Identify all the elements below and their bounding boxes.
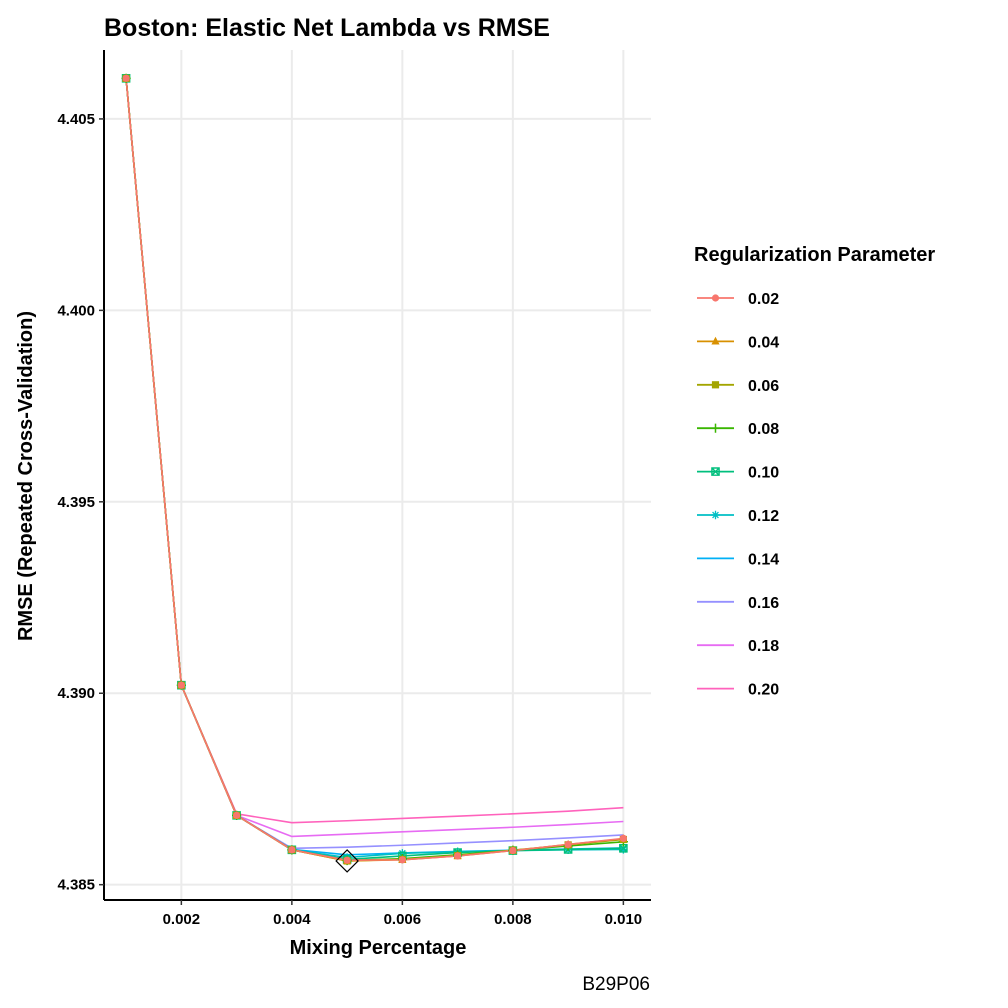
data-point-0.02	[233, 811, 241, 819]
legend-items: 0.02 0.04 0.06 0.08 0.10 0.12 0.14 0.16 0.18 0.20	[697, 291, 779, 699]
legend-item-0.06: 0.06	[697, 378, 779, 395]
legend-label: 0.02	[748, 291, 779, 308]
series-line-0.16	[125, 78, 624, 850]
series-line-0.18	[125, 78, 624, 838]
legend-item-0.04: 0.04	[697, 334, 779, 351]
legend-item-0.12: 0.12	[697, 508, 779, 525]
legend-label: 0.16	[748, 595, 779, 612]
data-point-0.02	[177, 681, 185, 689]
x-tick-label: 0.006	[384, 911, 422, 928]
data-point-0.02	[343, 856, 351, 864]
series-line-0.06	[125, 78, 624, 862]
legend-label: 0.08	[748, 421, 779, 438]
data-point-0.02	[122, 74, 130, 82]
y-tick-label: 4.400	[57, 302, 95, 319]
legend-item-0.08: 0.08	[697, 421, 779, 438]
x-axis-title: Mixing Percentage	[290, 937, 467, 959]
legend-marker	[711, 381, 720, 389]
caption: B29P06	[582, 974, 650, 995]
x-tick-label: 0.002	[163, 911, 201, 928]
data-point-0.02	[398, 856, 406, 864]
series-lines	[125, 78, 624, 862]
data-point-0.02	[454, 852, 462, 860]
best-point-group	[335, 849, 359, 873]
data-point-0.10	[619, 844, 628, 853]
legend-item-0.14: 0.14	[697, 551, 779, 568]
series-line-0.08	[125, 78, 624, 862]
legend-label: 0.20	[748, 682, 779, 699]
x-tick-label: 0.004	[273, 911, 311, 928]
legend-item-0.10: 0.10	[697, 465, 779, 482]
series-line-0.12	[125, 78, 624, 859]
legend-marker	[711, 467, 720, 476]
series-line-0.10	[125, 78, 624, 861]
legend-label: 0.06	[748, 378, 779, 395]
data-point-0.02	[509, 847, 517, 855]
y-tick-label: 4.390	[57, 685, 95, 702]
y-axis-title: RMSE (Repeated Cross-Validation)	[15, 311, 37, 641]
legend-label: 0.10	[748, 465, 779, 482]
x-tick-label: 0.010	[605, 911, 643, 928]
series-line-0.02	[125, 78, 624, 861]
series-line-0.14	[125, 78, 624, 856]
legend-marker	[710, 423, 721, 433]
legend: Regularization Parameter 0.020.040.060.0…	[694, 244, 935, 699]
grid	[104, 50, 651, 900]
best-point-marker	[335, 849, 359, 873]
y-ticks: 4.385 4.390 4.395 4.400 4.405	[57, 111, 104, 894]
legend-marker	[711, 510, 720, 520]
data-point-0.12	[619, 845, 628, 854]
chart-title: Boston: Elastic Net Lambda vs RMSE	[104, 14, 550, 42]
legend-item-0.20: 0.20	[697, 682, 779, 699]
legend-label: 0.12	[748, 508, 779, 525]
y-tick-label: 4.395	[57, 494, 95, 511]
legend-item-0.02: 0.02	[697, 291, 779, 308]
series-line-0.20	[125, 78, 624, 824]
legend-title: Regularization Parameter	[694, 244, 935, 266]
series-line-0.04	[125, 78, 624, 862]
y-tick-label: 4.405	[57, 111, 95, 128]
data-point-0.02	[619, 834, 627, 842]
x-ticks: 0.002 0.004 0.006 0.008 0.010	[163, 900, 643, 928]
x-tick-label: 0.008	[494, 911, 532, 928]
legend-item-0.16: 0.16	[697, 595, 779, 612]
legend-label: 0.18	[748, 638, 779, 655]
legend-label: 0.04	[748, 334, 779, 351]
legend-marker	[711, 294, 720, 302]
axes	[103, 50, 651, 901]
data-point-0.02	[288, 846, 296, 854]
legend-item-0.18: 0.18	[697, 638, 779, 655]
series-markers	[121, 73, 628, 866]
data-point-0.12	[398, 849, 407, 858]
legend-label: 0.14	[748, 551, 779, 568]
data-point-0.02	[564, 840, 572, 849]
legend-marker	[711, 336, 720, 345]
y-tick-label: 4.385	[57, 877, 95, 894]
